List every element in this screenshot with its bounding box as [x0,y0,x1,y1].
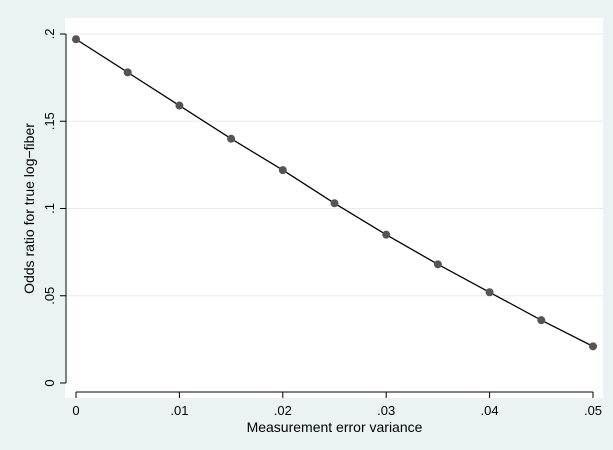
x-axis-ticks: 0 .01 .02 .03 .04 .05 [72,392,602,418]
data-point [227,134,236,143]
y-tick-label: .05 [42,287,57,305]
data-point [589,342,597,351]
data-point [537,316,546,325]
y-tick-label: .15 [42,112,57,130]
y-tick-label: 0 [42,379,57,386]
x-tick-label: .02 [274,403,292,418]
x-tick-label: 0 [72,403,79,418]
y-axis-ticks: 0 .05 .1 .15 .2 [42,29,66,387]
series-markers [72,35,597,351]
data-point [433,260,442,269]
x-tick-label: .03 [377,403,395,418]
y-tick-label: .2 [42,29,57,40]
x-tick-label: .05 [584,403,602,418]
y-tick-label: .1 [42,203,57,214]
data-point [278,166,287,175]
x-tick-label: .04 [481,403,499,418]
x-tick-label: .01 [170,403,188,418]
data-point [175,101,184,110]
data-point [382,230,391,239]
data-point [72,35,80,44]
data-point [330,199,339,208]
y-axis-title: Odds ratio for true log−fiber [21,123,37,294]
data-point [123,68,132,77]
data-point [485,288,494,297]
grid-lines [65,33,603,297]
x-axis-title: Measurement error variance [247,419,423,435]
